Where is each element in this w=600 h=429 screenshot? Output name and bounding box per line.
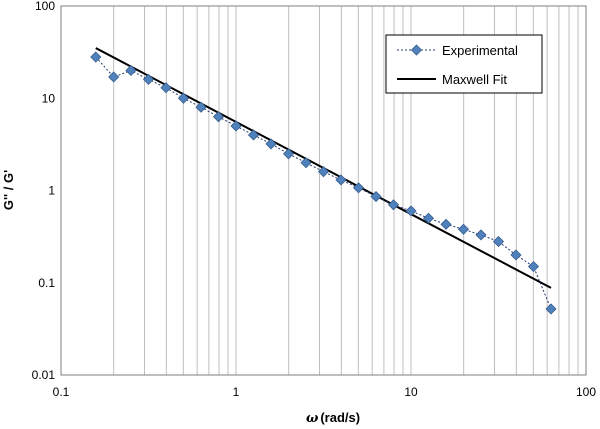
experimental-point	[317, 166, 330, 178]
experimental-point	[370, 190, 382, 203]
x-axis-title: ω (rad/s)	[306, 410, 360, 426]
y-tick-label: 10	[42, 91, 56, 105]
experimental-point	[492, 235, 505, 248]
experimental-point	[475, 229, 487, 241]
experimental-point	[108, 71, 120, 83]
experimental-point	[387, 199, 400, 211]
legend-entry-maxwell-fit: Maxwell Fit	[397, 72, 507, 87]
experimental-point	[265, 138, 277, 150]
experimental-point	[230, 120, 242, 132]
experimental-point	[457, 223, 470, 235]
experimental-point	[195, 101, 207, 113]
experimental-layer	[90, 51, 557, 315]
y-tick-label: 1	[48, 184, 55, 198]
experimental-point	[335, 174, 347, 186]
y-tick-label: 0.1	[38, 276, 55, 290]
x-tick-label: 0.1	[53, 385, 70, 399]
x-axis-title-unit: (rad/s)	[320, 410, 360, 425]
experimental-point	[300, 157, 312, 169]
experimental-point	[545, 303, 557, 315]
plot-area-frame	[60, 5, 587, 376]
experimental-point	[352, 182, 365, 194]
experimental-point	[160, 82, 172, 94]
legend: Experimental Maxwell Fit	[385, 34, 543, 94]
experimental-point	[247, 129, 260, 141]
x-tick-labels: 0.1 1 10 100	[53, 385, 597, 399]
y-tick-labels: 0.01 0.1 1 10 100	[32, 0, 56, 382]
experimental-point	[440, 218, 452, 230]
experimental-point	[422, 212, 435, 224]
y-tick-label: 0.01	[32, 368, 56, 382]
experimental-point	[177, 92, 190, 104]
experimental-point	[125, 64, 137, 77]
x-axis-title-symbol: ω	[306, 411, 319, 426]
x-tick-label: 100	[576, 385, 596, 399]
experimental-line	[95, 56, 552, 310]
legend-maxwell-label: Maxwell Fit	[442, 72, 507, 87]
experimental-point	[90, 51, 102, 63]
experimental-point	[212, 111, 225, 123]
experimental-point	[527, 260, 540, 273]
experimental-point	[142, 73, 155, 85]
legend-box	[385, 34, 543, 94]
experimental-point	[282, 148, 295, 160]
experimental-point	[510, 249, 522, 261]
y-tick-label: 100	[35, 0, 55, 13]
legend-experimental-label: Experimental	[442, 43, 518, 58]
legend-experimental-marker	[410, 44, 423, 56]
legend-entry-experimental: Experimental	[397, 43, 518, 58]
y-axis-title: G'' / G'	[1, 170, 16, 210]
x-tick-label: 1	[233, 385, 240, 399]
x-tick-label: 10	[404, 385, 418, 399]
experimental-point	[405, 205, 417, 217]
